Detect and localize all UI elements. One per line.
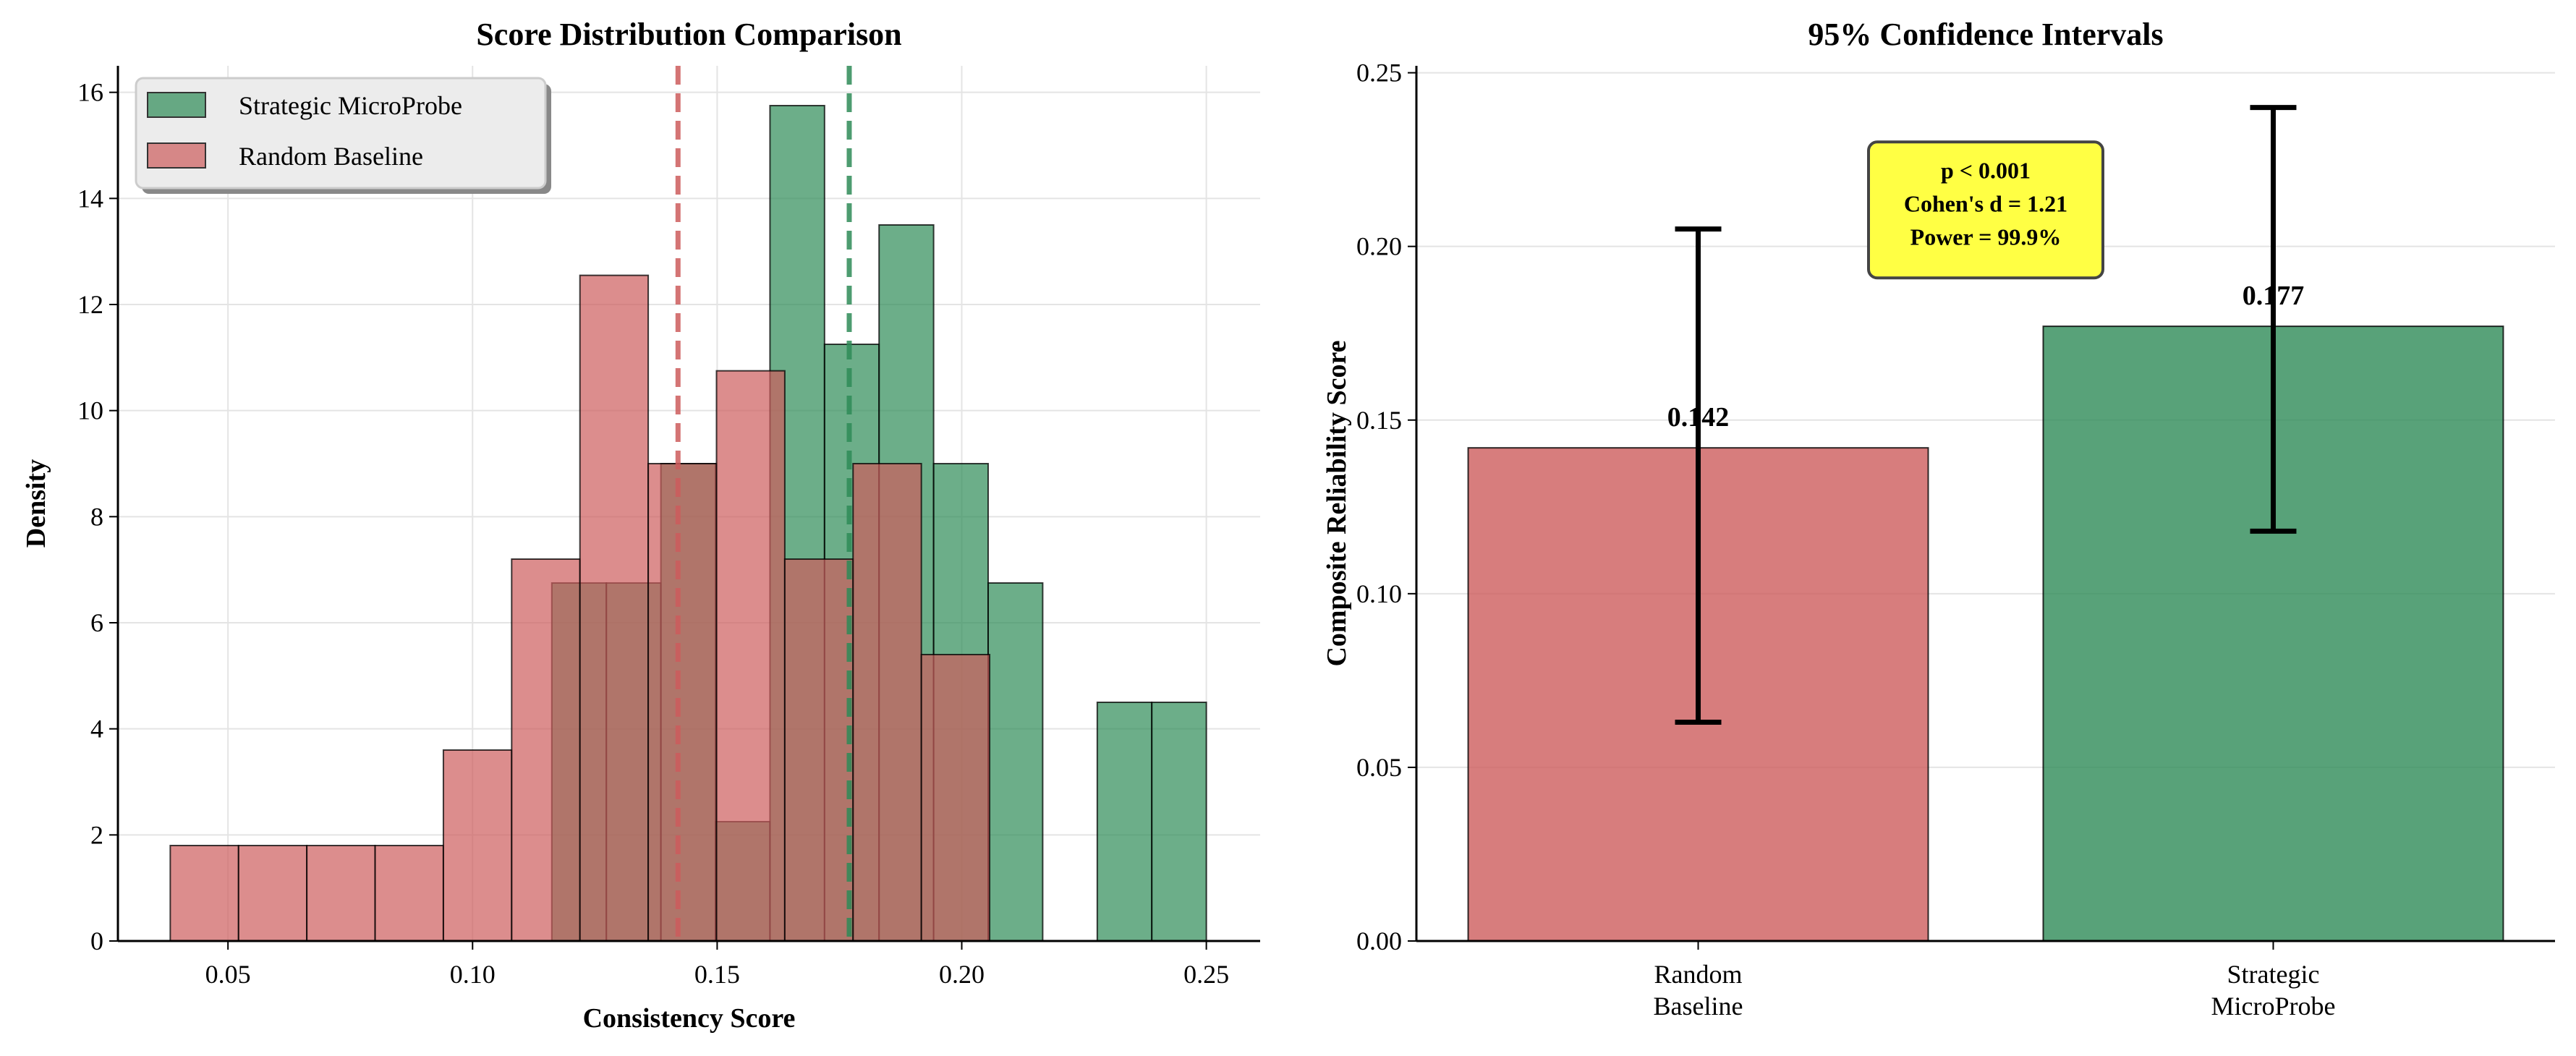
histogram-bar [511, 558, 581, 942]
legend: Strategic MicroProbe Random Baseline [135, 77, 551, 194]
x-tick-label: 0.10 [450, 960, 496, 989]
x-tick-label: MicroProbe [2211, 992, 2335, 1021]
y-tick-label: 0.25 [1356, 59, 1402, 88]
y-tick-label: 14 [77, 184, 103, 213]
histogram-bar [987, 582, 1044, 942]
x-tick-label: 0.20 [939, 960, 985, 989]
legend-label: Random Baseline [239, 142, 423, 171]
y-tick-label: 0 [90, 927, 103, 955]
y-tick-label: 0.10 [1356, 579, 1402, 608]
y-tick-label: 0.20 [1356, 232, 1402, 261]
histogram-bar [1151, 702, 1207, 942]
histogram-bar [374, 845, 444, 942]
histogram-bar [579, 274, 650, 942]
histogram-bar [1096, 702, 1153, 942]
x-tick-label: Random [1654, 960, 1743, 989]
y-tick-label: 0.05 [1356, 753, 1402, 782]
value-label: 0.177 [2243, 281, 2305, 311]
chart-title: 95% Confidence Intervals [1808, 17, 2163, 52]
x-tick-label: 0.15 [694, 960, 740, 989]
histogram-bar [306, 845, 376, 942]
histogram-bar [783, 558, 854, 942]
y-axis-label: Composite Reliability Score [1322, 340, 1352, 666]
y-tick-label: 10 [77, 396, 103, 425]
x-tick-label: Strategic [2227, 960, 2319, 989]
y-tick-label: 16 [77, 78, 103, 107]
stats-annotation: p < 0.001 Cohen's d = 1.21 Power = 99.9% [1867, 140, 2104, 280]
legend-label: Strategic MicroProbe [239, 91, 462, 120]
histogram-bar [852, 463, 922, 942]
histogram-panel: 0.05 0.10 0.15 0.20 0.25 0 2 4 6 8 10 12 14 16 Score D… [21, 17, 1260, 1034]
x-tick-label: 0.05 [205, 960, 251, 989]
y-axis-label: Density [21, 459, 51, 548]
histogram-bar [237, 845, 308, 942]
y-tick-label: 4 [90, 715, 103, 744]
histogram-bar [442, 749, 513, 942]
annotation-box [1867, 140, 2104, 280]
histogram-bar [920, 654, 991, 942]
ci-panel: 0.142 Random Baseline 0.177 Strategic MicroPr… [1322, 17, 2555, 1021]
histogram-bar [715, 370, 786, 942]
y-tick-label: 0.00 [1356, 927, 1402, 955]
value-label: 0.142 [1667, 402, 1730, 433]
x-axis-label: Consistency Score [583, 1003, 796, 1034]
annotation-line: Cohen's d = 1.21 [1904, 190, 2067, 216]
legend-box [135, 77, 547, 190]
histogram-bar [647, 463, 718, 942]
legend-swatch [147, 92, 206, 118]
annotation-line: Power = 99.9% [1910, 223, 2062, 250]
chart-title: Score Distribution Comparison [476, 17, 901, 52]
legend-swatch [147, 142, 206, 169]
x-tick-label: Baseline [1654, 992, 1743, 1021]
annotation-line: p < 0.001 [1941, 157, 2031, 183]
y-tick-label: 8 [90, 502, 103, 531]
y-tick-label: 6 [90, 608, 103, 637]
histogram-bar [169, 845, 239, 942]
x-tick-label: 0.25 [1183, 960, 1229, 989]
y-tick-label: 2 [90, 820, 103, 849]
y-tick-label: 0.15 [1356, 406, 1402, 435]
y-tick-label: 12 [77, 290, 103, 319]
